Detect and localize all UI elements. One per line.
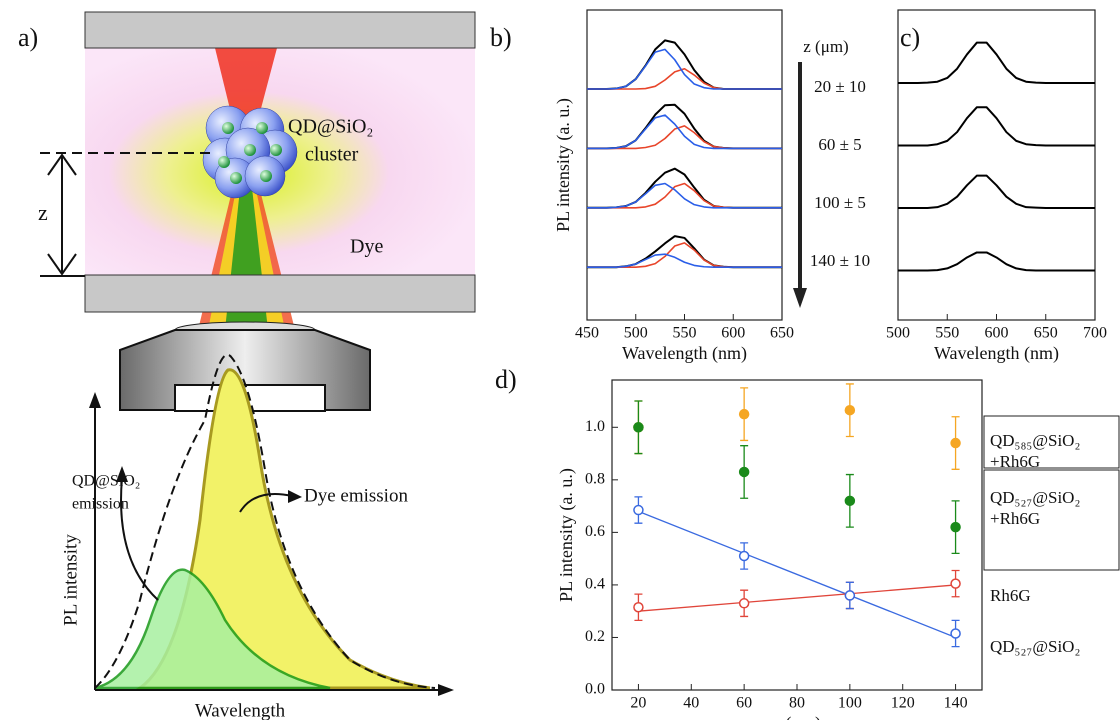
legend-entry: Rh6G: [990, 585, 1118, 606]
y-axis-label: PL intensity (a. u.): [556, 468, 577, 602]
y-tick-label: 0.6: [585, 523, 605, 540]
y-axis-label: PL intensity (a. u.): [553, 98, 574, 232]
data-point: [740, 552, 749, 561]
x-axis-label: Wavelength: [195, 700, 286, 720]
z-label: z: [38, 200, 48, 225]
fit-curve: [587, 254, 782, 267]
data-point: [845, 406, 854, 415]
x-tick-label: 600: [985, 325, 1009, 342]
data-point: [951, 579, 960, 588]
x-tick-label: 20: [630, 695, 646, 712]
y-tick-label: 0.8: [585, 471, 605, 488]
fit-curve: [587, 184, 782, 208]
data-point: [634, 423, 643, 432]
x-tick-label: 550: [935, 325, 959, 342]
x-tick-label: 650: [770, 325, 794, 342]
data-point: [740, 410, 749, 419]
data-point: [634, 603, 643, 612]
x-axis-label: z (μm): [773, 713, 821, 720]
cluster-label: cluster: [305, 144, 359, 166]
legend-entry: QD₅₈₅@SiO₂ +Rh6G: [990, 430, 1118, 472]
data-point: [951, 629, 960, 638]
fit-curve: [898, 252, 1095, 270]
fit-line: [638, 511, 955, 637]
chart: a) QD@SiO₂ cluster z Dye QD@SiO₂ emissio…: [0, 0, 1120, 720]
x-tick-label: 450: [575, 325, 599, 342]
dye-label: Dye: [350, 236, 383, 258]
x-tick-label: 60: [736, 695, 752, 712]
x-tick-label: 500: [886, 325, 910, 342]
y-tick-label: 1.0: [585, 418, 605, 435]
x-tick-label: 140: [944, 695, 968, 712]
x-tick-label: 650: [1034, 325, 1058, 342]
figure: a) QD@SiO₂ cluster z Dye QD@SiO₂ emissio…: [0, 0, 1120, 720]
x-tick-label: 120: [891, 695, 915, 712]
data-point: [634, 506, 643, 515]
x-axis-label: Wavelength (nm): [934, 343, 1059, 364]
x-tick-label: 500: [624, 325, 648, 342]
cluster-label: QD@SiO₂: [288, 116, 373, 138]
legend-entry: QD₅₂₇@SiO₂: [990, 636, 1118, 657]
fit-line: [638, 585, 955, 611]
fit-curve: [587, 115, 782, 148]
data-point: [845, 496, 854, 505]
depth-label: 140 ± 10: [810, 251, 870, 270]
plot-frame: [898, 10, 1095, 320]
depth-label: 20 ± 10: [814, 77, 866, 96]
panel-label: d): [495, 365, 517, 394]
plot-frame: [612, 380, 982, 690]
fit-curve: [587, 243, 782, 267]
data-point: [951, 523, 960, 532]
x-tick-label: 40: [683, 695, 699, 712]
emission-label: emission: [72, 496, 129, 513]
depth-label: 60 ± 5: [818, 135, 861, 154]
dye-emission-label: Dye emission: [304, 485, 408, 506]
emission-label: QD@SiO₂: [72, 473, 140, 490]
data-point: [740, 599, 749, 608]
panel-label: c): [900, 23, 920, 52]
y-axis-label: PL intensity: [60, 534, 81, 626]
fit-curve: [587, 69, 782, 89]
x-tick-label: 80: [789, 695, 805, 712]
fit-curve: [898, 107, 1095, 145]
plot-frame: [587, 10, 782, 320]
legend-entry: QD₅₂₇@SiO₂ +Rh6G: [990, 487, 1118, 529]
x-tick-label: 100: [838, 695, 862, 712]
y-tick-label: 0.2: [585, 628, 605, 645]
fit-curve: [587, 40, 782, 89]
panel-label: a): [18, 23, 38, 52]
data-point: [951, 439, 960, 448]
fit-curve: [587, 169, 782, 208]
setup-diagram: [40, 12, 475, 411]
data-point: [740, 467, 749, 476]
x-tick-label: 700: [1083, 325, 1107, 342]
depth-title: z (μm): [803, 37, 848, 56]
depth-label: 100 ± 5: [814, 193, 866, 212]
y-tick-label: 0.4: [585, 576, 605, 593]
panel-label: b): [490, 23, 512, 52]
data-point: [845, 591, 854, 600]
fit-curve: [898, 176, 1095, 208]
y-tick-label: 0.0: [585, 681, 605, 698]
x-tick-label: 600: [721, 325, 745, 342]
x-tick-label: 550: [673, 325, 697, 342]
fit-curve: [898, 43, 1095, 83]
x-axis-label: Wavelength (nm): [622, 343, 747, 364]
fit-curve: [587, 184, 782, 208]
